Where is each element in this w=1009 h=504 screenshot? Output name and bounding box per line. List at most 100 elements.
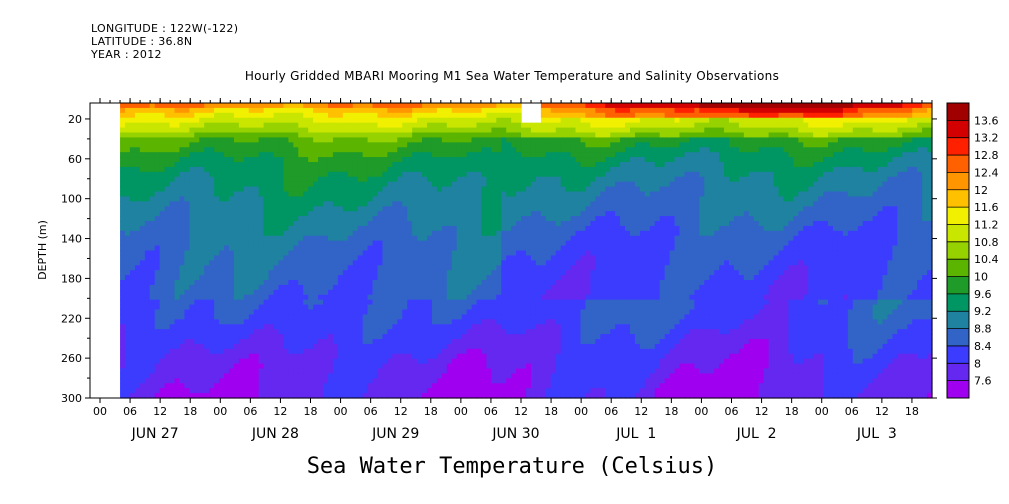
temperature-cell (327, 171, 334, 178)
temperature-cell (496, 363, 502, 370)
temperature-cell (268, 275, 275, 281)
temperature-cell (233, 314, 240, 320)
temperature-cell (134, 196, 141, 202)
temperature-cell (298, 324, 304, 330)
temperature-cell (407, 127, 413, 134)
temperature-cell (298, 157, 304, 163)
temperature-cell (174, 393, 181, 399)
temperature-cell (526, 127, 532, 134)
temperature-cell (352, 211, 359, 217)
temperature-cell (347, 162, 354, 168)
temperature-cell (184, 284, 190, 291)
temperature-cell (481, 103, 488, 109)
temperature-cell (362, 294, 369, 301)
temperature-cell (431, 339, 438, 345)
temperature-cell (204, 280, 210, 286)
temperature-cell (387, 147, 393, 153)
temperature-cell (357, 112, 364, 119)
temperature-cell (332, 191, 339, 198)
temperature-cell (382, 211, 388, 217)
temperature-cell (422, 225, 428, 232)
temperature-cell (441, 206, 448, 212)
temperature-cell (352, 171, 359, 178)
temperature-cell (427, 383, 433, 389)
temperature-cell (412, 240, 418, 247)
temperature-cell (451, 270, 458, 276)
temperature-cell (298, 250, 304, 257)
temperature-cell (456, 329, 463, 335)
temperature-cell (476, 230, 483, 237)
temperature-cell (199, 201, 205, 207)
temperature-cell (511, 206, 517, 212)
temperature-cell (209, 284, 215, 291)
temperature-cell (451, 176, 458, 183)
temperature-cell (293, 343, 299, 350)
temperature-cell (139, 339, 146, 345)
temperature-cell (456, 348, 463, 355)
temperature-cell (451, 137, 458, 143)
temperature-cell (258, 314, 265, 320)
temperature-cell (377, 324, 384, 330)
temperature-cell (224, 280, 230, 286)
temperature-cell (441, 378, 448, 384)
temperature-cell (164, 122, 171, 129)
temperature-cell (357, 176, 364, 183)
temperature-cell (243, 245, 250, 252)
temperature-cell (209, 211, 215, 217)
temperature-cell (323, 363, 329, 370)
temperature-cell (431, 329, 438, 335)
temperature-cell (491, 152, 497, 158)
temperature-cell (347, 122, 354, 129)
temperature-cell (258, 186, 265, 193)
temperature-cell (412, 112, 418, 119)
temperature-cell (352, 107, 359, 114)
temperature-cell (243, 142, 250, 148)
temperature-cell (496, 393, 502, 399)
temperature-cell (486, 186, 492, 193)
temperature-cell (352, 289, 359, 296)
temperature-cell (243, 250, 250, 257)
temperature-cell (511, 166, 517, 173)
temperature-cell (209, 181, 215, 188)
temperature-cell (268, 255, 275, 261)
temperature-cell (441, 275, 448, 281)
temperature-cell (174, 107, 181, 114)
temperature-cell (407, 304, 413, 311)
temperature-cell (174, 388, 181, 394)
temperature-cell (174, 117, 181, 124)
temperature-cell (461, 270, 468, 276)
temperature-cell (481, 275, 488, 281)
temperature-cell (303, 329, 309, 335)
temperature-cell (357, 393, 364, 399)
temperature-cell (417, 176, 423, 183)
temperature-cell (283, 343, 289, 350)
temperature-cell (288, 289, 294, 296)
temperature-cell (233, 363, 240, 370)
temperature-cell (318, 181, 324, 188)
temperature-cell (372, 250, 379, 257)
temperature-cell (526, 373, 532, 379)
temperature-cell (169, 157, 176, 163)
temperature-cell (209, 216, 215, 222)
temperature-cell (144, 235, 151, 242)
temperature-cell (377, 171, 384, 178)
temperature-cell (179, 245, 186, 252)
temperature-cell (407, 393, 413, 399)
temperature-cell (451, 304, 458, 311)
temperature-cell (323, 270, 329, 276)
temperature-cell (184, 142, 190, 148)
temperature-cell (427, 393, 433, 399)
temperature-cell (372, 353, 379, 360)
temperature-cell (496, 216, 502, 222)
temperature-cell (417, 348, 423, 355)
temperature-cell (402, 235, 408, 242)
temperature-cell (466, 388, 473, 394)
temperature-cell (278, 191, 285, 198)
temperature-cell (427, 284, 433, 291)
temperature-cell (496, 383, 502, 389)
temperature-cell (219, 162, 225, 168)
temperature-cell (125, 275, 131, 281)
temperature-cell (288, 157, 294, 163)
temperature-cell (204, 348, 210, 355)
temperature-cell (194, 393, 200, 399)
